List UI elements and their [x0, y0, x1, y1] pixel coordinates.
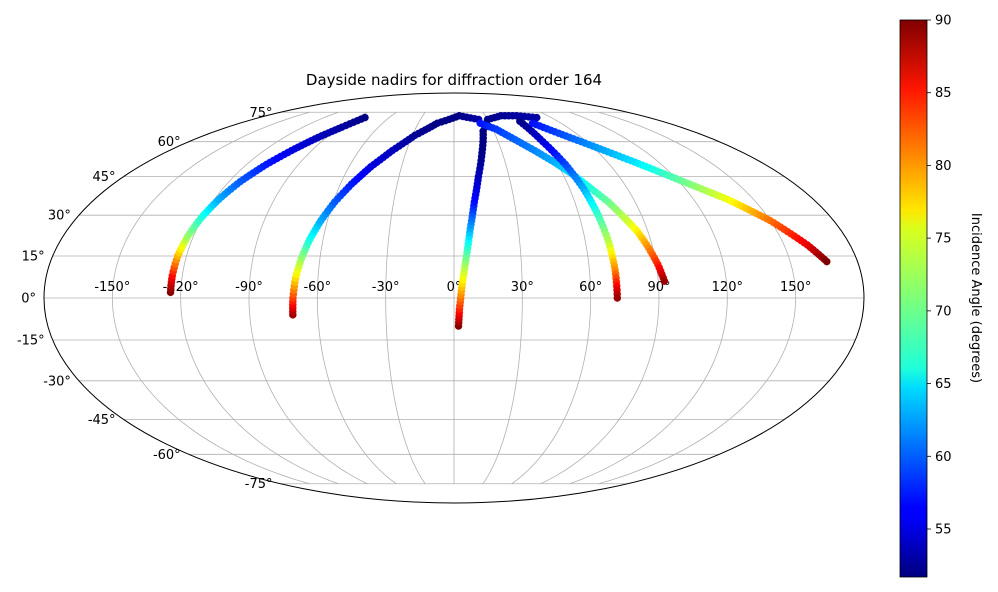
- latitude-tick-label: 0°: [21, 292, 36, 307]
- longitude-tick-label: 60°: [579, 280, 602, 295]
- longitude-gridline: [248, 111, 368, 485]
- latitude-tick-label: -75°: [245, 477, 273, 492]
- colorbar-tick-label: 60: [935, 450, 952, 465]
- colorbar-tick-label: 55: [935, 523, 952, 538]
- data-point: [361, 113, 369, 122]
- colorbar-ticks: 55 60 65 70 75 80 85 90: [927, 14, 952, 538]
- map-outline: [43, 92, 865, 504]
- longitude-tick-label: -30°: [372, 280, 400, 295]
- longitude-tick-label: -90°: [235, 280, 263, 295]
- colorbar-label: Incidence Angle (degrees): [968, 213, 983, 383]
- longitude-gridline: [482, 112, 523, 484]
- data-point: [823, 257, 831, 266]
- longitude-tick-label: -60°: [303, 280, 331, 295]
- longitude-gridline: [540, 111, 660, 485]
- axis-tick-labels: -150° -120° -90° -60° -30° 0° 30° 60° 90° 120° 150…: [17, 106, 811, 492]
- colorbar-tick-label: 75: [935, 232, 952, 247]
- chart-title: Dayside nadirs for diffraction order 164: [306, 71, 602, 89]
- data-point: [613, 294, 622, 302]
- latitude-tick-label: 45°: [93, 170, 116, 185]
- longitude-tick-label: -150°: [94, 280, 130, 295]
- longitude-gridline: [111, 111, 310, 485]
- colorbar-tick-label: 85: [935, 86, 952, 101]
- longitude-tick-label: 150°: [780, 280, 811, 295]
- latitude-tick-label: 60°: [158, 135, 181, 150]
- latitude-tick-label: -45°: [88, 413, 116, 428]
- graticule-grid: [44, 111, 864, 485]
- colorbar-tick-label: 90: [935, 14, 952, 29]
- longitude-gridline: [598, 111, 797, 485]
- latitude-tick-label: -30°: [43, 374, 71, 389]
- scatter-points: [166, 112, 831, 330]
- latitude-tick-label: 30°: [48, 209, 71, 224]
- colorbar: 55 60 65 70 75 80 85 90 Incidence Angle (degree…: [899, 14, 983, 578]
- latitude-tick-label: 15°: [22, 250, 45, 265]
- latitude-tick-label: 75°: [249, 106, 272, 121]
- latitude-tick-label: -60°: [153, 448, 181, 463]
- latitude-tick-label: -15°: [17, 333, 45, 348]
- longitude-gridline: [569, 111, 728, 485]
- longitude-tick-label: 120°: [712, 280, 743, 295]
- longitude-gridline: [316, 111, 397, 485]
- data-point: [660, 277, 669, 285]
- longitude-gridline: [385, 112, 426, 484]
- colorbar-tick-label: 70: [935, 304, 952, 319]
- colorbar-tick-label: 80: [935, 159, 952, 174]
- colorbar-tick-label: 65: [935, 377, 952, 392]
- longitude-gridline: [180, 111, 339, 485]
- longitude-tick-label: 30°: [511, 280, 534, 295]
- colorbar-gradient: [899, 19, 928, 578]
